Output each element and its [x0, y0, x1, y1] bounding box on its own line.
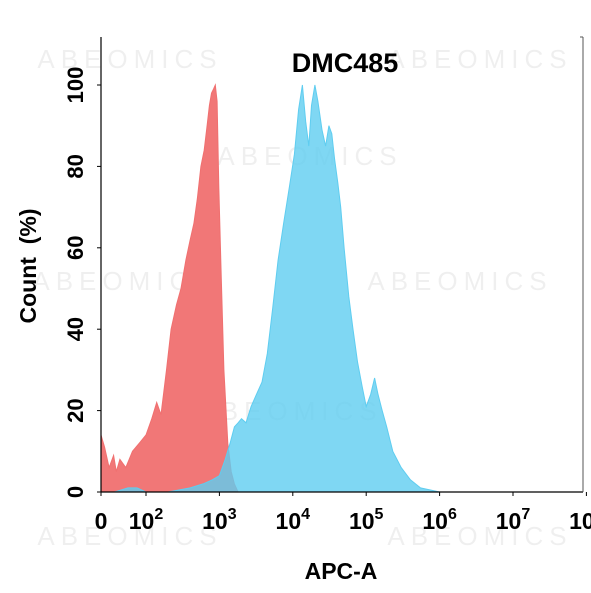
- plot-axes: [100, 36, 584, 493]
- watermark-text: ABEOMICS: [387, 44, 572, 74]
- x-tick-label: 106: [422, 506, 457, 534]
- histogram-series-2: [101, 84, 440, 493]
- y-tick-label: 60: [63, 236, 88, 260]
- x-axis-label: APC-A: [305, 558, 378, 584]
- watermark-text: ABEOMICS: [367, 266, 552, 296]
- y-tick-label: 0: [63, 486, 88, 498]
- x-tick-label: 107: [496, 506, 531, 534]
- x-tick-label: 104: [276, 506, 311, 534]
- y-tick-label: 100: [63, 67, 88, 104]
- y-axis-label: Count (%): [15, 209, 41, 324]
- x-tick-label: 0: [95, 508, 108, 534]
- watermark-text: ABEOMICS: [37, 521, 222, 551]
- histogram-series-1: [100, 83, 239, 493]
- histogram-series: [100, 83, 440, 493]
- x-tick-label: 108: [569, 506, 591, 534]
- y-tick-labels: 0 20 40 60 80 100: [63, 67, 101, 498]
- x-tick-labels: 0 102 103 104 105 106 107 108: [95, 492, 591, 534]
- watermark-text: ABEOMICS: [37, 44, 222, 74]
- y-tick-label: 80: [63, 154, 88, 178]
- watermark-text: ABEOMICS: [387, 521, 572, 551]
- x-tick-label: 103: [202, 506, 237, 534]
- y-tick-label: 20: [63, 398, 88, 422]
- y-tick-label: 40: [63, 317, 88, 341]
- chart-title: DMC485: [292, 48, 399, 78]
- x-tick-label: 105: [349, 506, 384, 534]
- x-tick-label: 102: [129, 506, 164, 534]
